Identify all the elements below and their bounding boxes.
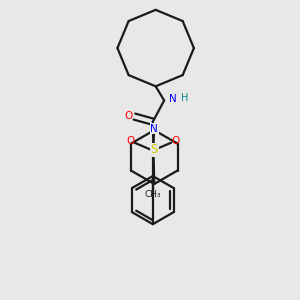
Text: CH₃: CH₃ <box>145 190 161 199</box>
Text: O: O <box>126 136 134 146</box>
Text: N: N <box>169 94 177 104</box>
Text: O: O <box>171 136 180 146</box>
Text: S: S <box>151 143 158 157</box>
Text: H: H <box>181 93 188 103</box>
Text: O: O <box>124 111 132 121</box>
Text: N: N <box>150 124 158 134</box>
